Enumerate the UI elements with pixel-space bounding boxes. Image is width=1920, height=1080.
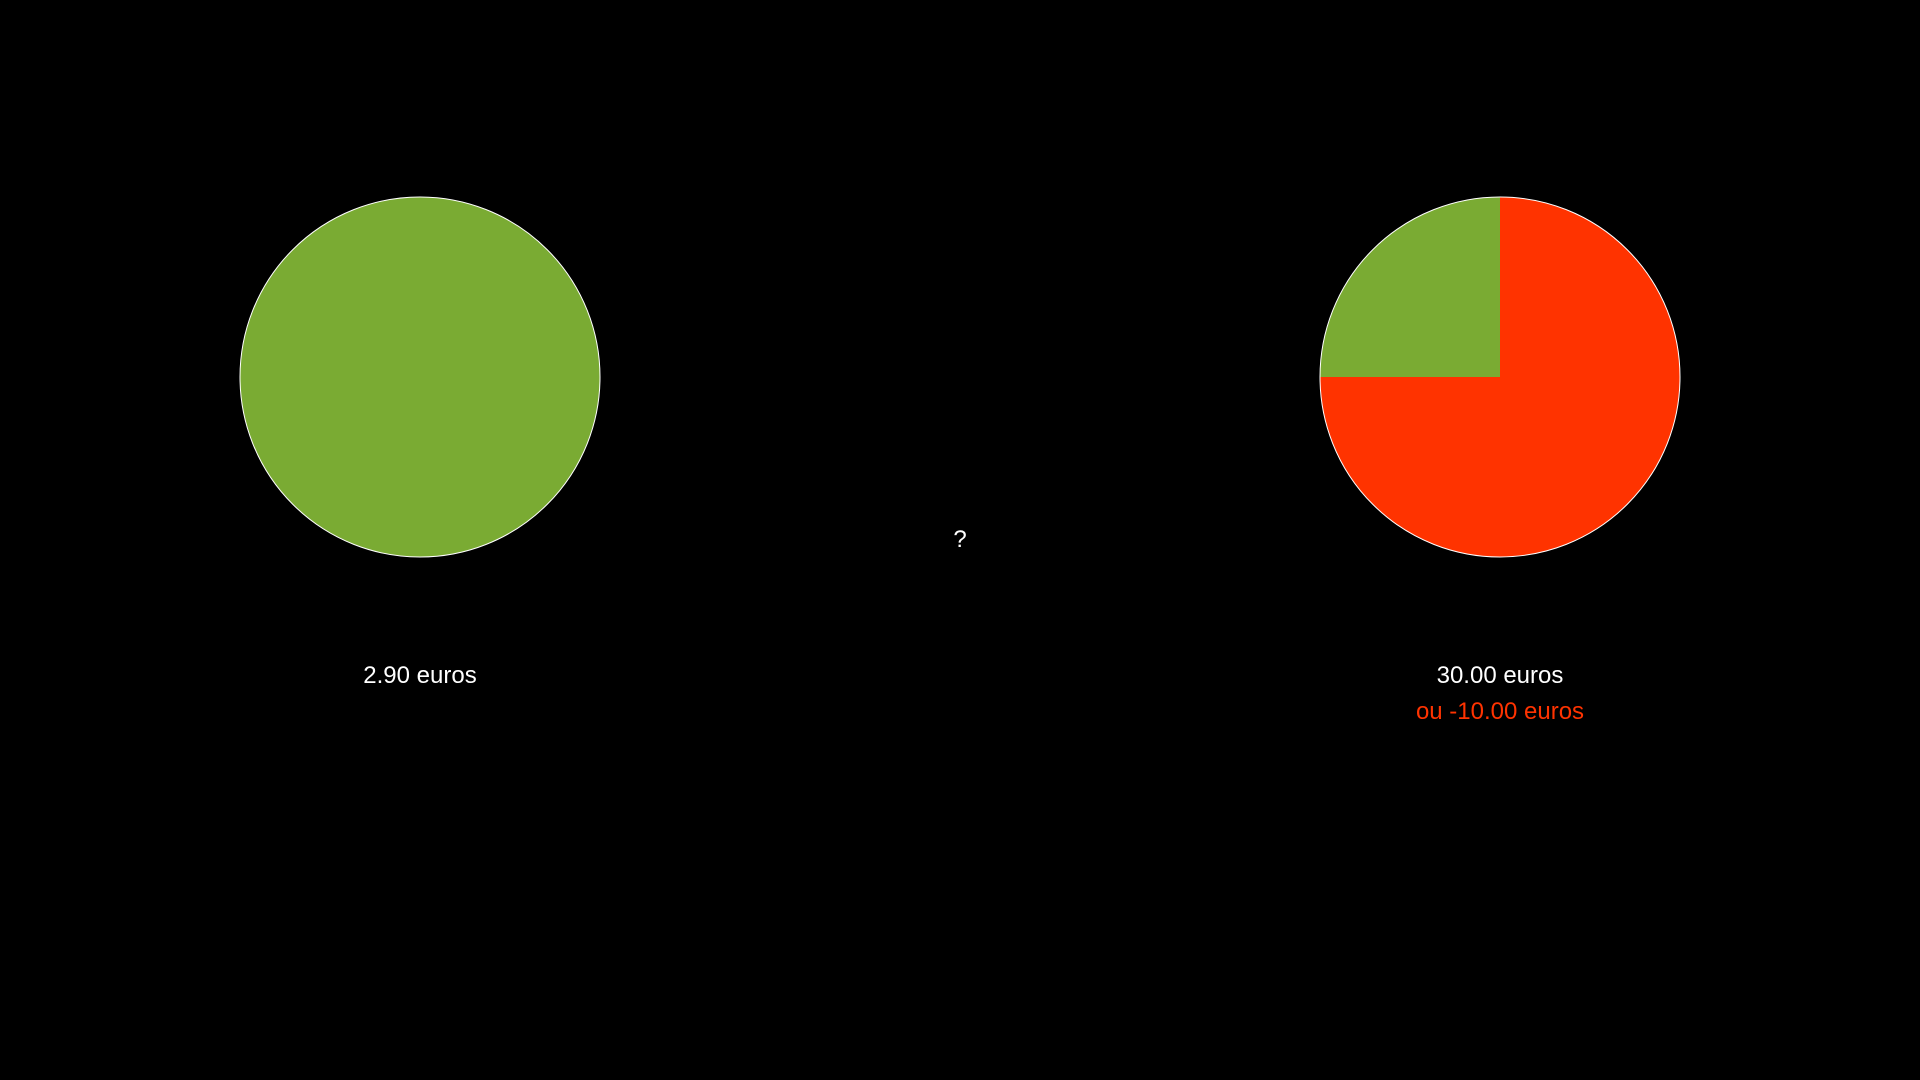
left-option-pie[interactable] (239, 196, 601, 558)
right-pie-chart (1319, 196, 1681, 558)
left-pie-chart (239, 196, 601, 558)
right-option-amount: 30.00 euros (1436, 662, 1564, 689)
left-pie-gain-slice (239, 196, 601, 558)
right-pie-outline (1319, 196, 1681, 558)
right-pie-gain-slice (1320, 197, 1500, 377)
right-option-alternative-amount: ou -10.00 euros (1415, 698, 1585, 725)
choice-prompt: ? (953, 526, 967, 553)
left-option-amount: 2.90 euros (363, 662, 477, 689)
right-option-pie[interactable] (1319, 196, 1681, 558)
